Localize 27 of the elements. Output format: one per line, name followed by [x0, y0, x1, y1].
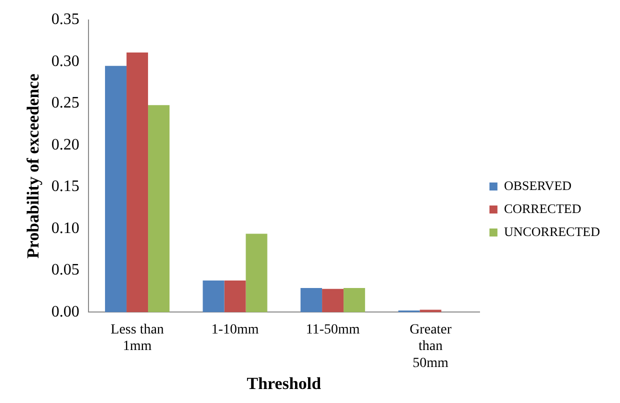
bar: [105, 66, 127, 312]
x-tick-label: Greater than 50mm: [410, 322, 452, 371]
y-tick-label: 0.15: [51, 178, 80, 196]
x-tick-label: 1-10mm: [211, 322, 259, 338]
y-axis-title: Probability of exceedence: [24, 73, 43, 258]
x-tick-label: 11-50mm: [306, 322, 360, 338]
bar: [344, 288, 366, 312]
bar: [246, 234, 268, 312]
y-tick-label: 0.20: [51, 136, 80, 154]
bar: [202, 280, 224, 312]
legend-label: OBSERVED: [504, 178, 572, 193]
bar: [322, 288, 344, 312]
y-tick-label: 0.35: [51, 11, 80, 28]
y-tick-label: 0.30: [51, 52, 80, 70]
y-tick-label: 0.10: [51, 220, 80, 237]
y-tick-label: 0.25: [51, 94, 80, 112]
x-tick-label: Less than 1mm: [110, 322, 164, 354]
bar: [300, 288, 322, 312]
legend-label: UNCORRECTED: [504, 224, 600, 239]
bar: [224, 280, 246, 312]
x-axis-title: Threshold: [246, 374, 322, 394]
bar: [148, 105, 170, 312]
y-tick-label: 0.05: [51, 262, 80, 279]
legend-label: CORRECTED: [504, 200, 582, 216]
bar: [126, 52, 148, 312]
y-tick-label: 0.00: [51, 303, 80, 320]
bar: [420, 310, 442, 312]
